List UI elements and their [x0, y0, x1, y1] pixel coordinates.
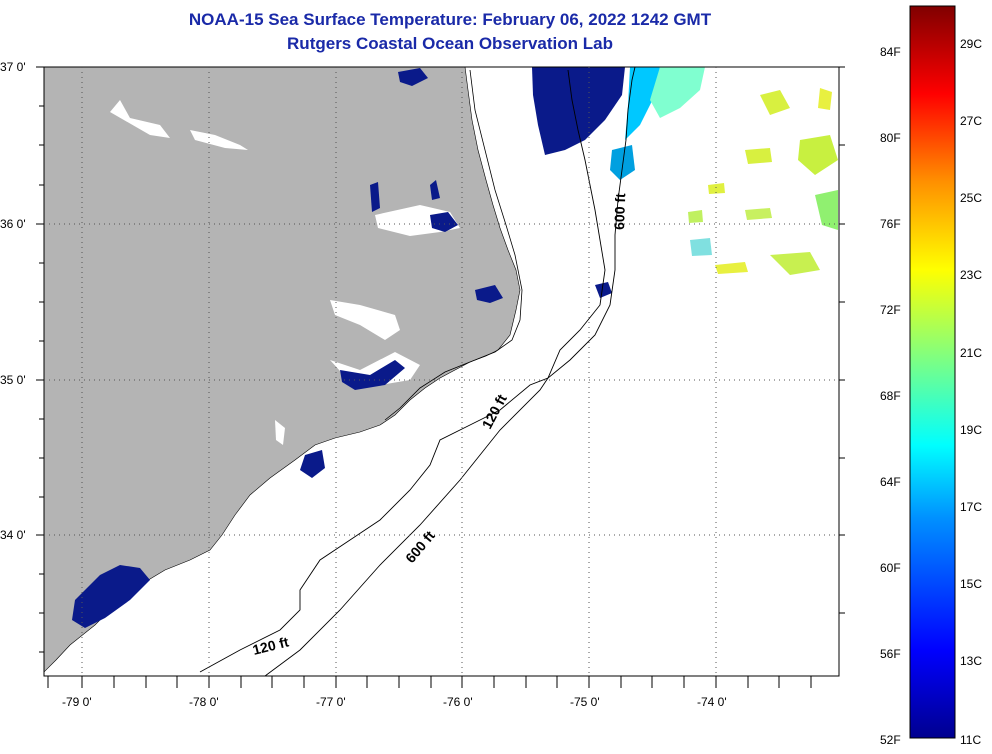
temperature-colorbar — [909, 5, 956, 739]
contour-120ft — [199, 69, 606, 673]
celsius-label: 13C — [960, 654, 982, 668]
lat-label: 34 0' — [0, 528, 26, 542]
contour-600ft — [264, 67, 636, 676]
inland-water — [330, 300, 400, 340]
lon-label: -75 0' — [570, 695, 600, 709]
warm-water-patches — [610, 67, 838, 275]
celsius-label: 17C — [960, 500, 982, 514]
celsius-label: 21C — [960, 346, 982, 360]
inland-water — [275, 420, 285, 445]
figure-subtitle: Rutgers Coastal Ocean Observation Lab — [287, 34, 613, 53]
inland-water — [190, 130, 248, 150]
lon-label: -78 0' — [189, 695, 219, 709]
celsius-label: 29C — [960, 37, 982, 51]
barrier-island-coastline — [384, 69, 523, 421]
lon-label: -79 0' — [62, 695, 92, 709]
fahrenheit-label: 52F — [880, 733, 901, 747]
lon-label: -76 0' — [443, 695, 473, 709]
lat-label: 35 0' — [0, 373, 26, 387]
inland-water — [110, 100, 170, 138]
celsius-label: 11C — [960, 733, 981, 747]
fahrenheit-label: 76F — [880, 217, 901, 231]
lat-label: 36 0' — [0, 217, 26, 231]
fahrenheit-label: 68F — [880, 389, 901, 403]
celsius-label: 19C — [960, 423, 982, 437]
fahrenheit-label: 60F — [880, 561, 901, 575]
lat-label: 37 0' — [0, 60, 26, 74]
fahrenheit-label: 84F — [880, 45, 901, 59]
fahrenheit-label: 56F — [880, 647, 901, 661]
figure-title: NOAA-15 Sea Surface Temperature: Februar… — [188, 10, 712, 29]
fahrenheit-label: 64F — [880, 475, 901, 489]
celsius-label: 23C — [960, 268, 982, 282]
celsius-label: 27C — [960, 114, 982, 128]
contour-label-600ft: 600 ft — [611, 193, 628, 230]
cold-water-patches — [72, 67, 625, 628]
lon-label: -74 0' — [697, 695, 727, 709]
tick-marks — [36, 66, 845, 688]
map-frame — [43, 66, 840, 677]
celsius-label: 25C — [960, 191, 982, 205]
celsius-label: 15C — [960, 577, 982, 591]
lon-label: -77 0' — [316, 695, 346, 709]
fahrenheit-label: 80F — [880, 131, 901, 145]
fahrenheit-label: 72F — [880, 303, 901, 317]
